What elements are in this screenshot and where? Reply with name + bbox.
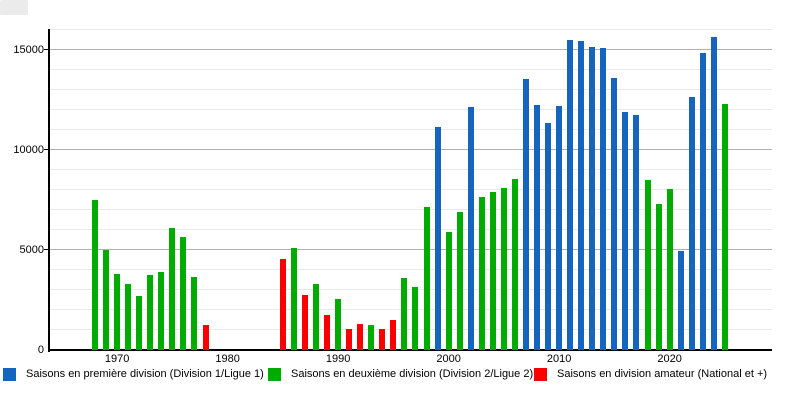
bar-division1-2013 xyxy=(589,46,596,350)
minor-gridline xyxy=(49,229,772,230)
y-axis-tick xyxy=(44,148,49,151)
legend-swatch-division2-green xyxy=(268,368,281,381)
minor-gridline xyxy=(49,109,772,110)
bar-division1-2011 xyxy=(567,39,574,350)
x-axis-line xyxy=(48,349,772,351)
bar-division1-2023 xyxy=(699,52,706,350)
legend-item-division1: Saisons en première division (Division 1… xyxy=(3,367,264,382)
bar-division2-1986 xyxy=(290,247,297,350)
bar-division2-1997 xyxy=(412,286,419,350)
bar-division2-2019 xyxy=(655,203,662,350)
legend-swatch-amateur-red xyxy=(534,368,547,381)
legend-item-amateur: Saisons en division amateur (National et… xyxy=(534,367,767,382)
x-tick-label: 1980 xyxy=(215,352,240,365)
bar-amateur-1989 xyxy=(324,314,331,350)
minor-gridline xyxy=(49,309,772,310)
bar-division2-1977 xyxy=(191,276,198,350)
bar-amateur-1978 xyxy=(202,324,209,350)
bar-division2-2006 xyxy=(511,178,518,350)
bar-amateur-1992 xyxy=(357,323,364,350)
minor-gridline xyxy=(49,169,772,170)
top-left-corner-artifact xyxy=(0,0,28,15)
bar-division2-1996 xyxy=(401,277,408,350)
legend-swatch-division1-blue xyxy=(3,368,16,381)
bar-division2-2025 xyxy=(721,103,728,350)
bar-amateur-1995 xyxy=(390,319,397,350)
x-tick-label: 2010 xyxy=(546,352,572,365)
major-gridline xyxy=(49,49,772,50)
minor-gridline xyxy=(49,189,772,190)
bar-division2-2018 xyxy=(644,179,651,350)
bar-amateur-1994 xyxy=(379,328,386,350)
minor-gridline xyxy=(49,289,772,290)
y-tick-label: 15000 xyxy=(13,43,44,56)
bar-division2-1969 xyxy=(103,249,110,350)
minor-gridline xyxy=(49,69,772,70)
bar-division1-2002 xyxy=(467,106,474,350)
bar-division1-2017 xyxy=(633,114,640,350)
bar-division1-2012 xyxy=(578,40,585,350)
bar-division2-2001 xyxy=(456,211,463,350)
bar-division2-2005 xyxy=(500,187,507,350)
bar-amateur-1991 xyxy=(346,328,353,350)
bar-division1-2021 xyxy=(677,250,684,350)
bar-division2-1976 xyxy=(180,236,187,350)
x-tick-label: 2000 xyxy=(436,352,461,365)
bar-division1-2007 xyxy=(522,78,529,350)
bar-division2-1975 xyxy=(169,227,176,350)
minor-gridline xyxy=(49,129,772,130)
y-tick-label: 10000 xyxy=(13,143,44,156)
legend-label-division1: Saisons en première division (Division 1… xyxy=(26,368,264,380)
x-tick-label: 2020 xyxy=(657,352,682,365)
bar-division1-2014 xyxy=(600,47,607,350)
minor-gridline xyxy=(49,89,772,90)
bar-division2-1988 xyxy=(313,283,319,350)
bar-division1-2024 xyxy=(710,36,717,350)
bar-amateur-1987 xyxy=(301,294,308,350)
bar-division2-1968 xyxy=(92,199,98,350)
y-axis-line xyxy=(48,29,50,352)
legend-item-division2: Saisons en deuxième division (Division 2… xyxy=(268,367,533,382)
y-axis-tick xyxy=(44,248,49,251)
bar-division1-2015 xyxy=(611,77,618,350)
bar-division1-2008 xyxy=(534,104,540,350)
bar-division2-1973 xyxy=(147,274,154,350)
bar-division2-2020 xyxy=(666,188,673,350)
bar-division2-1998 xyxy=(423,206,430,350)
minor-gridline xyxy=(49,329,772,330)
bar-division1-2022 xyxy=(688,96,695,350)
x-tick-label: 1990 xyxy=(325,352,351,365)
bar-division2-1974 xyxy=(158,271,165,350)
bar-division2-1970 xyxy=(114,273,121,350)
x-tick-label: 1970 xyxy=(104,352,130,365)
bar-division2-2000 xyxy=(445,231,452,350)
major-gridline xyxy=(49,249,772,250)
minor-gridline xyxy=(49,269,772,270)
y-tick-label: 5000 xyxy=(19,243,44,256)
bar-division1-2010 xyxy=(556,105,563,350)
y-axis-tick xyxy=(44,48,49,51)
bar-division2-1971 xyxy=(125,283,132,350)
bar-division1-1999 xyxy=(434,126,441,350)
bar-division1-2009 xyxy=(545,122,552,350)
minor-gridline xyxy=(49,209,772,210)
minor-gridline xyxy=(49,29,772,30)
bar-division2-1972 xyxy=(136,295,143,350)
bar-division2-1990 xyxy=(335,298,342,350)
major-gridline xyxy=(49,149,772,150)
bar-division2-2004 xyxy=(489,191,496,350)
bar-division2-2003 xyxy=(478,196,485,350)
bar-division2-1993 xyxy=(368,324,375,350)
y-tick-label: 0 xyxy=(37,343,44,356)
legend-label-division2: Saisons en deuxième division (Division 2… xyxy=(291,368,534,380)
bar-amateur-1985 xyxy=(279,258,286,350)
legend-label-amateur: Saisons en division amateur (National et… xyxy=(557,368,768,380)
bar-division1-2016 xyxy=(622,111,629,350)
